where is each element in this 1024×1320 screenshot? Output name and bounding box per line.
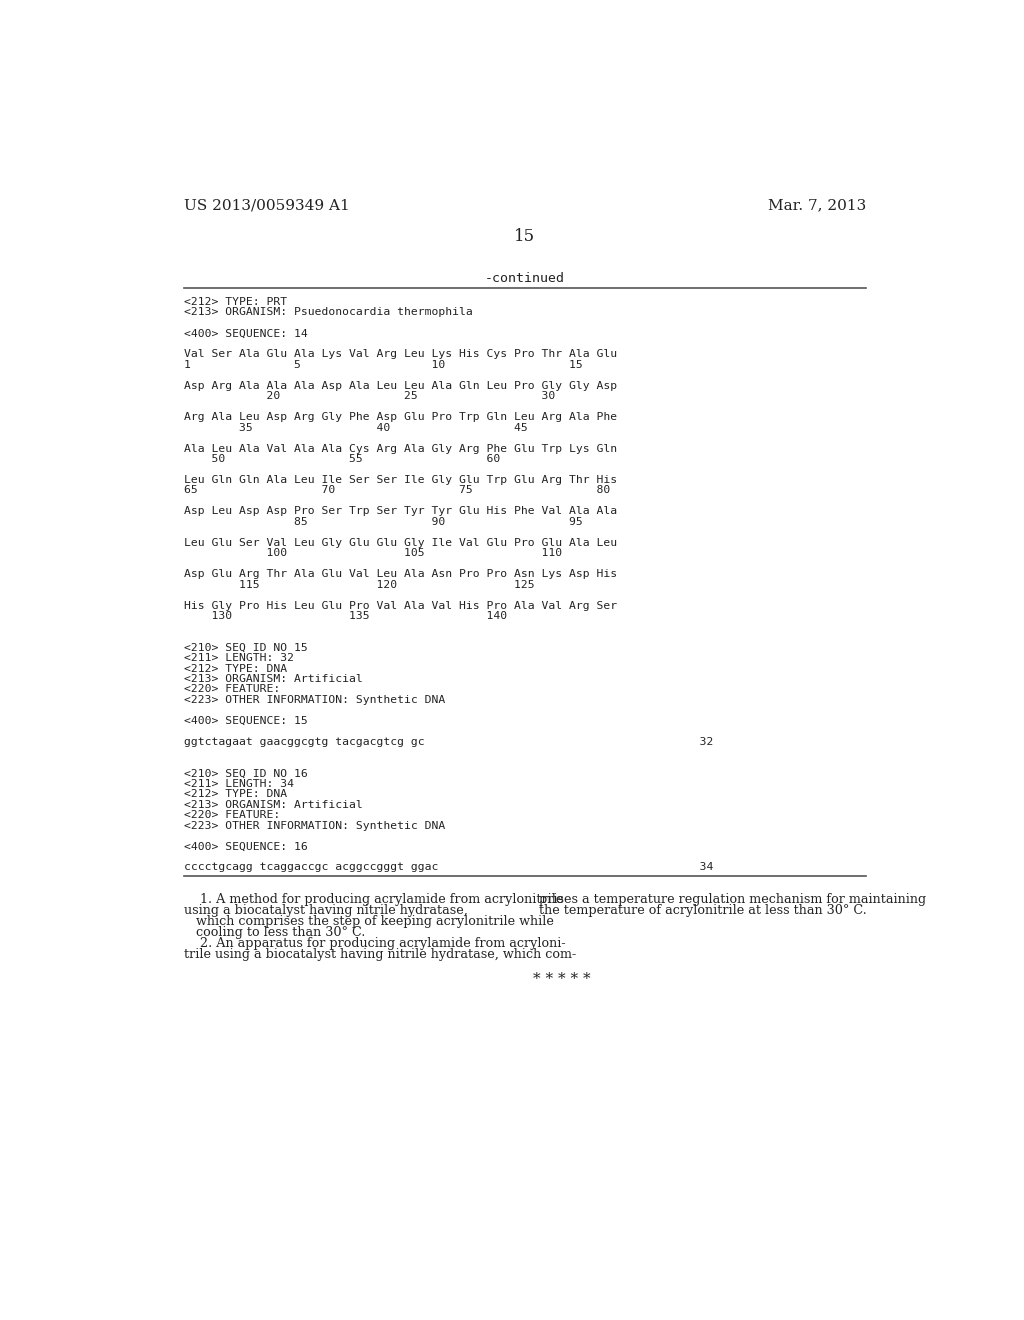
Text: Asp Glu Arg Thr Ala Glu Val Leu Ala Asn Pro Pro Asn Lys Asp His: Asp Glu Arg Thr Ala Glu Val Leu Ala Asn …	[183, 569, 616, 579]
Text: <212> TYPE: DNA: <212> TYPE: DNA	[183, 789, 287, 799]
Text: <212> TYPE: DNA: <212> TYPE: DNA	[183, 664, 287, 673]
Text: <211> LENGTH: 32: <211> LENGTH: 32	[183, 653, 294, 663]
Text: cccctgcagg tcaggaccgc acggccgggt ggac                                      34: cccctgcagg tcaggaccgc acggccgggt ggac 34	[183, 862, 713, 873]
Text: * * * * *: * * * * *	[534, 973, 591, 986]
Text: 65                  70                  75                  80: 65 70 75 80	[183, 486, 610, 495]
Text: Leu Gln Gln Ala Leu Ile Ser Ser Ile Gly Glu Trp Glu Arg Thr His: Leu Gln Gln Ala Leu Ile Ser Ser Ile Gly …	[183, 475, 616, 484]
Text: trile using a biocatalyst having nitrile hydratase, which com-: trile using a biocatalyst having nitrile…	[183, 948, 577, 961]
Text: -continued: -continued	[484, 272, 565, 285]
Text: 115                 120                 125: 115 120 125	[183, 579, 535, 590]
Text: 50                  55                  60: 50 55 60	[183, 454, 500, 465]
Text: the temperature of acrylonitrile at less than 30° C.: the temperature of acrylonitrile at less…	[539, 904, 866, 917]
Text: <213> ORGANISM: Psuedonocardia thermophila: <213> ORGANISM: Psuedonocardia thermophi…	[183, 308, 472, 318]
Text: <223> OTHER INFORMATION: Synthetic DNA: <223> OTHER INFORMATION: Synthetic DNA	[183, 694, 445, 705]
Text: Leu Glu Ser Val Leu Gly Glu Glu Gly Ile Val Glu Pro Glu Ala Leu: Leu Glu Ser Val Leu Gly Glu Glu Gly Ile …	[183, 537, 616, 548]
Text: <210> SEQ ID NO 15: <210> SEQ ID NO 15	[183, 643, 307, 652]
Text: 35                  40                  45: 35 40 45	[183, 422, 527, 433]
Text: <212> TYPE: PRT: <212> TYPE: PRT	[183, 297, 287, 308]
Text: US 2013/0059349 A1: US 2013/0059349 A1	[183, 198, 349, 213]
Text: 100                 105                 110: 100 105 110	[183, 548, 562, 558]
Text: 2. An apparatus for producing acrylamide from acryloni-: 2. An apparatus for producing acrylamide…	[183, 937, 565, 949]
Text: Ala Leu Ala Val Ala Ala Cys Arg Ala Gly Arg Phe Glu Trp Lys Gln: Ala Leu Ala Val Ala Ala Cys Arg Ala Gly …	[183, 444, 616, 454]
Text: using a biocatalyst having nitrile hydratase,: using a biocatalyst having nitrile hydra…	[183, 904, 468, 917]
Text: <210> SEQ ID NO 16: <210> SEQ ID NO 16	[183, 768, 307, 779]
Text: <220> FEATURE:: <220> FEATURE:	[183, 685, 280, 694]
Text: <400> SEQUENCE: 16: <400> SEQUENCE: 16	[183, 842, 307, 851]
Text: Mar. 7, 2013: Mar. 7, 2013	[768, 198, 866, 213]
Text: prises a temperature regulation mechanism for maintaining: prises a temperature regulation mechanis…	[539, 892, 926, 906]
Text: <223> OTHER INFORMATION: Synthetic DNA: <223> OTHER INFORMATION: Synthetic DNA	[183, 821, 445, 830]
Text: <400> SEQUENCE: 14: <400> SEQUENCE: 14	[183, 329, 307, 338]
Text: 1               5                   10                  15: 1 5 10 15	[183, 360, 583, 370]
Text: Asp Arg Ala Ala Ala Asp Ala Leu Leu Ala Gln Leu Pro Gly Gly Asp: Asp Arg Ala Ala Ala Asp Ala Leu Leu Ala …	[183, 380, 616, 391]
Text: Val Ser Ala Glu Ala Lys Val Arg Leu Lys His Cys Pro Thr Ala Glu: Val Ser Ala Glu Ala Lys Val Arg Leu Lys …	[183, 350, 616, 359]
Text: His Gly Pro His Leu Glu Pro Val Ala Val His Pro Ala Val Arg Ser: His Gly Pro His Leu Glu Pro Val Ala Val …	[183, 601, 616, 611]
Text: 130                 135                 140: 130 135 140	[183, 611, 507, 622]
Text: 85                  90                  95: 85 90 95	[183, 517, 583, 527]
Text: <211> LENGTH: 34: <211> LENGTH: 34	[183, 779, 294, 789]
Text: 20                  25                  30: 20 25 30	[183, 391, 555, 401]
Text: Arg Ala Leu Asp Arg Gly Phe Asp Glu Pro Trp Gln Leu Arg Ala Phe: Arg Ala Leu Asp Arg Gly Phe Asp Glu Pro …	[183, 412, 616, 422]
Text: <220> FEATURE:: <220> FEATURE:	[183, 810, 280, 820]
Text: Asp Leu Asp Asp Pro Ser Trp Ser Tyr Tyr Glu His Phe Val Ala Ala: Asp Leu Asp Asp Pro Ser Trp Ser Tyr Tyr …	[183, 507, 616, 516]
Text: <213> ORGANISM: Artificial: <213> ORGANISM: Artificial	[183, 800, 362, 809]
Text: <213> ORGANISM: Artificial: <213> ORGANISM: Artificial	[183, 675, 362, 684]
Text: ggtctagaat gaacggcgtg tacgacgtcg gc                                        32: ggtctagaat gaacggcgtg tacgacgtcg gc 32	[183, 737, 713, 747]
Text: <400> SEQUENCE: 15: <400> SEQUENCE: 15	[183, 715, 307, 726]
Text: 1. A method for producing acrylamide from acrylonitrile: 1. A method for producing acrylamide fro…	[183, 892, 563, 906]
Text: cooling to less than 30° C.: cooling to less than 30° C.	[183, 925, 366, 939]
Text: which comprises the step of keeping acrylonitrile while: which comprises the step of keeping acry…	[183, 915, 554, 928]
Text: 15: 15	[514, 227, 536, 244]
